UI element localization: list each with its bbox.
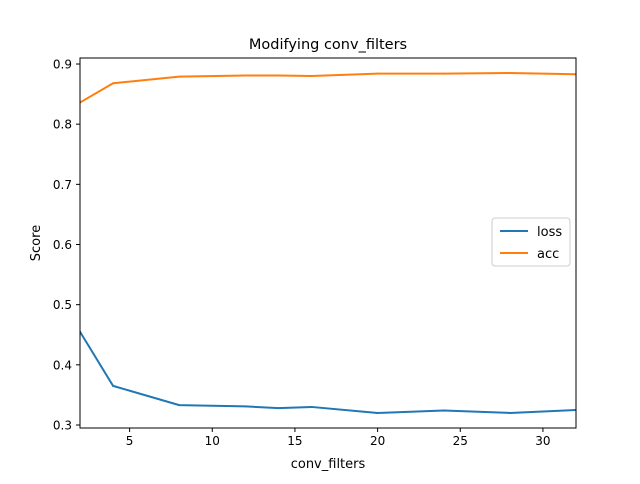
x-tick-label: 25 <box>453 434 468 448</box>
data-point-loss <box>508 411 511 414</box>
data-point-loss <box>244 405 247 408</box>
x-axis-label: conv_filters <box>291 457 366 472</box>
data-point-loss <box>376 411 379 414</box>
data-point-acc <box>376 72 379 75</box>
series-line-acc <box>80 72 576 104</box>
y-axis-label: Score <box>29 225 44 261</box>
y-axis-ticks: 0.3 0.4 0.5 0.6 0.7 0.8 0.9 <box>53 58 80 432</box>
data-point-acc <box>310 75 313 78</box>
plot-area-frame <box>79 57 577 429</box>
y-tick-label: 0.5 <box>53 298 72 312</box>
y-tick-label: 0.7 <box>53 178 72 192</box>
data-point-loss <box>112 384 115 387</box>
y-tick-label: 0.3 <box>53 418 72 432</box>
data-point-acc <box>277 74 280 77</box>
data-point-acc <box>112 82 115 85</box>
legend-label-loss: loss <box>537 225 562 240</box>
data-point-acc <box>508 72 511 75</box>
y-tick-label: 0.9 <box>53 58 72 72</box>
data-point-acc <box>244 74 247 77</box>
x-tick-label: 20 <box>370 434 385 448</box>
y-tick-label: 0.4 <box>53 358 72 372</box>
x-axis-ticks: 5 10 15 20 25 30 <box>126 428 551 448</box>
chart-title: Modifying conv_filters <box>249 37 407 53</box>
data-point-loss <box>442 409 445 412</box>
data-point-acc <box>178 75 181 78</box>
data-point-loss <box>178 404 181 407</box>
y-tick-label: 0.8 <box>53 118 72 132</box>
x-tick-label: 5 <box>126 434 134 448</box>
x-tick-label: 15 <box>287 434 302 448</box>
x-tick-label: 30 <box>535 434 550 448</box>
legend: loss acc <box>491 217 571 267</box>
data-point-acc <box>442 72 445 75</box>
legend-label-acc: acc <box>537 247 559 262</box>
x-tick-label: 10 <box>205 434 220 448</box>
data-point-loss <box>310 405 313 408</box>
series-line-loss <box>80 330 576 414</box>
data-point-loss <box>277 407 280 410</box>
y-tick-label: 0.6 <box>53 238 72 252</box>
